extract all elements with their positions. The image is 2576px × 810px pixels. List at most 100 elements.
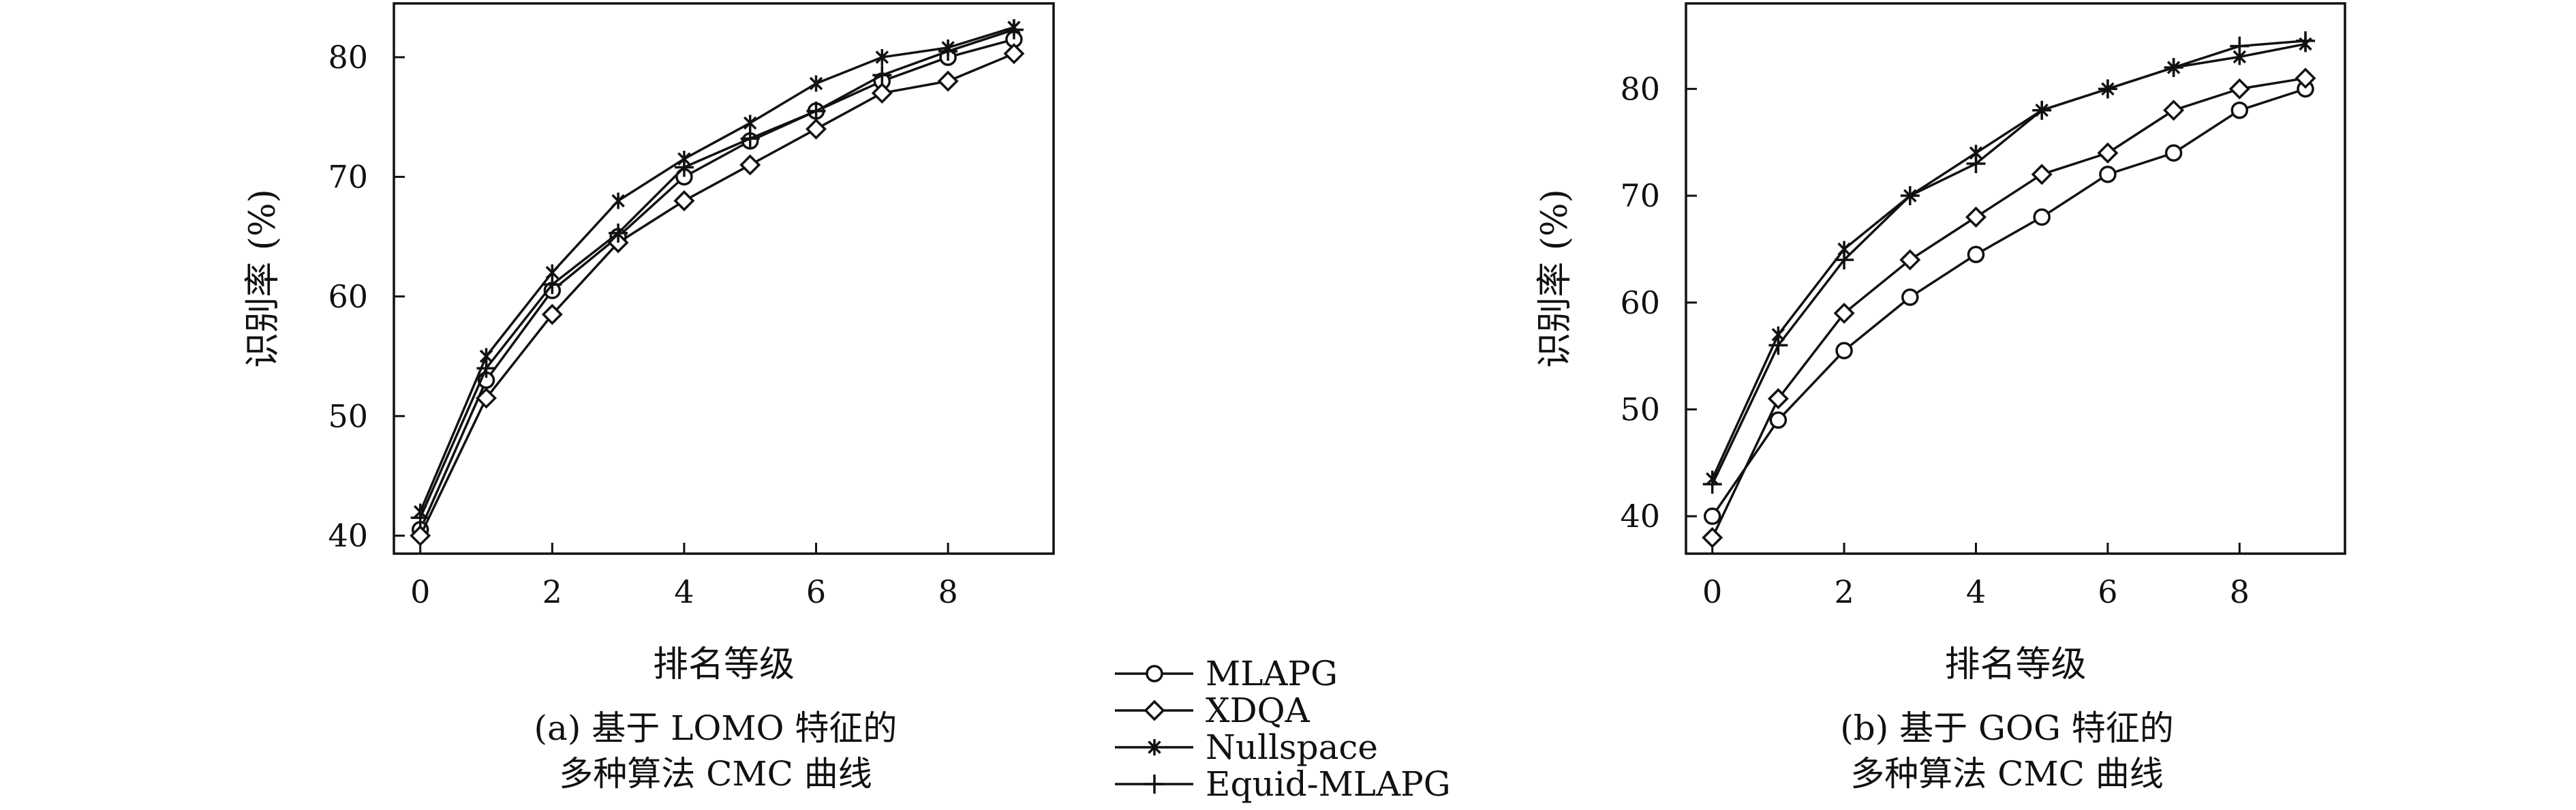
series-line — [1711, 76, 2306, 539]
legend-marker-asterisk-shape — [1148, 739, 1161, 755]
data-point-plus — [1966, 154, 1986, 174]
y-axis-label: 识别率 (%) — [243, 189, 283, 368]
caption-line-2: 多种算法 CMC 曲线 — [559, 754, 872, 794]
legend-label: MLAPG — [1206, 654, 1338, 693]
legend-marker-diamond — [1144, 700, 1165, 721]
data-point-diamond-shape — [410, 525, 431, 547]
data-point-plus-shape — [938, 42, 958, 61]
data-point-plus — [1768, 335, 1788, 355]
data-point-asterisk — [809, 75, 823, 92]
data-point-asterisk — [611, 192, 625, 209]
data-point-diamond — [1702, 527, 1723, 548]
data-point-plus — [2230, 36, 2250, 56]
data-point-plus-shape — [740, 129, 760, 149]
data-point-diamond-shape — [607, 232, 629, 254]
legend-label: Equid-MLAPG — [1206, 764, 1451, 804]
data-point-asterisk-shape — [809, 75, 823, 92]
data-point-asterisk-shape — [611, 192, 625, 209]
data-point-diamond-shape — [673, 190, 695, 211]
legend-item-equid-mlapg: Equid-MLAPG — [1115, 764, 1451, 804]
series-line — [419, 28, 1015, 519]
series-xdqa — [1702, 68, 2316, 548]
caption-line-1: (b) 基于 GOG 特征的 — [1840, 708, 2174, 748]
legend-marker-plus — [1145, 775, 1164, 794]
series-line — [419, 38, 1015, 530]
x-tick-label: 2 — [542, 573, 562, 610]
data-point-diamond — [1767, 388, 1789, 410]
data-point-diamond — [607, 232, 629, 254]
data-point-plus-shape — [1835, 250, 1854, 270]
x-tick-label: 8 — [2230, 573, 2250, 610]
legend-marker-asterisk — [1148, 739, 1161, 755]
data-point-diamond — [937, 70, 959, 92]
data-point-diamond — [1003, 43, 1025, 65]
data-point-diamond — [1965, 206, 1987, 228]
data-point-diamond — [1899, 249, 1921, 271]
data-point-plus — [609, 223, 628, 243]
legend-label: Nullspace — [1206, 728, 1378, 767]
data-point-diamond-shape — [1702, 527, 1723, 548]
x-tick-label: 4 — [1966, 573, 1986, 610]
series-nullspace — [413, 19, 1021, 520]
series-line — [419, 52, 1015, 537]
data-point-plus — [872, 65, 892, 85]
data-point-circle — [1703, 507, 1721, 525]
data-point-circle-shape — [2099, 165, 2117, 183]
series-nullspace — [1705, 35, 2312, 487]
data-point-plus — [476, 359, 496, 378]
data-point-circle-shape — [1901, 288, 1919, 306]
data-point-circle-shape — [1703, 507, 1721, 525]
data-point-circle — [2033, 208, 2051, 226]
data-point-diamond-shape — [2097, 142, 2119, 164]
data-point-diamond-shape — [1899, 249, 1921, 271]
data-point-circle — [1901, 288, 1919, 306]
data-point-diamond-shape — [937, 70, 959, 92]
data-point-plus-shape — [1768, 335, 1788, 355]
legend-item-mlapg: MLAPG — [1115, 654, 1338, 693]
y-tick-label: 60 — [328, 278, 368, 315]
x-tick-label: 6 — [2098, 573, 2117, 610]
caption-line-1: (a) 基于 LOMO 特征的 — [534, 708, 898, 748]
series-line — [1711, 40, 2306, 485]
data-point-diamond-shape — [541, 303, 563, 325]
data-point-circle-shape — [2033, 208, 2051, 226]
legend-item-xdqa: XDQA — [1115, 691, 1310, 730]
x-tick-label: 4 — [674, 573, 694, 610]
data-point-plus-shape — [806, 101, 826, 121]
y-tick-label: 70 — [328, 158, 368, 195]
x-axis-label: 排名等级 — [1944, 644, 2086, 685]
data-point-diamond — [476, 387, 497, 409]
y-tick-label: 80 — [328, 39, 368, 76]
data-point-diamond-shape — [2163, 100, 2185, 121]
y-tick-label: 80 — [1620, 70, 1660, 107]
data-point-plus-shape — [2032, 100, 2052, 120]
data-point-diamond — [2228, 78, 2250, 100]
data-point-asterisk — [875, 48, 889, 65]
data-point-plus-shape — [2230, 36, 2250, 56]
data-point-diamond — [806, 118, 827, 140]
data-point-asterisk-shape — [875, 48, 889, 65]
y-tick-label: 50 — [1620, 391, 1660, 427]
data-point-asterisk — [743, 115, 757, 132]
x-tick-label: 2 — [1834, 573, 1854, 610]
series-xdqa — [410, 43, 1025, 547]
series-equid-mlapg — [410, 20, 1024, 528]
series-equid-mlapg — [1702, 31, 2315, 494]
data-point-circle — [1769, 411, 1788, 429]
plot-frame — [1685, 2, 2346, 555]
data-point-circle — [2230, 101, 2249, 119]
data-point-circle — [2099, 165, 2117, 183]
data-point-circle-shape — [2164, 144, 2183, 162]
y-tick-label: 40 — [1620, 498, 1660, 535]
x-tick-label: 0 — [1702, 573, 1722, 610]
data-point-diamond — [739, 154, 761, 176]
data-point-plus — [2098, 79, 2117, 99]
legend-marker-circle — [1146, 665, 1163, 682]
data-point-circle — [1967, 245, 1985, 263]
data-point-plus — [938, 42, 958, 61]
legend-label: XDQA — [1206, 691, 1310, 730]
data-point-circle-shape — [2230, 101, 2249, 119]
x-tick-label: 8 — [938, 573, 957, 610]
data-point-plus — [806, 101, 826, 121]
